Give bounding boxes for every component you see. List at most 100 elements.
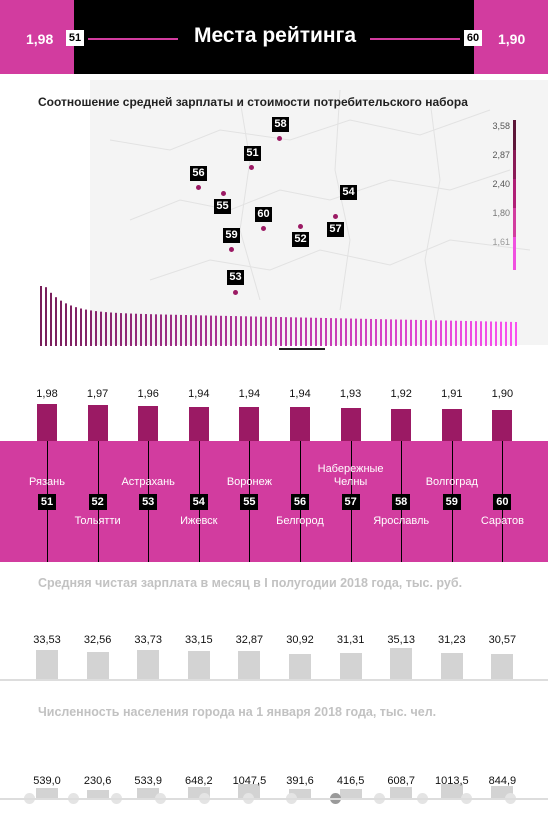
distribution-bar [320, 317, 322, 346]
distribution-bar [415, 319, 417, 346]
population-value: 608,7 [387, 775, 415, 787]
salary-bar [339, 653, 362, 679]
distribution-bar [75, 307, 77, 346]
distribution-bar [265, 316, 267, 346]
distribution-chart [40, 286, 517, 346]
city-name: Тольятти [74, 515, 121, 527]
population-bar [36, 787, 58, 798]
distribution-bar [60, 300, 62, 346]
ratio-value: 1,98 [36, 388, 58, 400]
ratio-value: 1,96 [137, 388, 159, 400]
distribution-bar [495, 321, 497, 346]
distribution-bar [290, 317, 292, 346]
distribution-bar [490, 321, 492, 346]
header-left-block [0, 0, 74, 74]
distribution-bar [240, 316, 242, 346]
distribution-bar [205, 315, 207, 346]
distribution-bar [440, 320, 442, 346]
map-dot-55 [221, 191, 226, 196]
city-rank-badge: 56 [291, 494, 309, 510]
map-background [90, 80, 548, 345]
ratio-bar [492, 410, 513, 441]
ratio-bar [340, 407, 361, 441]
distribution-bar [50, 292, 52, 346]
distribution-bar [230, 315, 232, 346]
map-label-59: 59 [223, 228, 240, 243]
salary-bar [440, 653, 463, 679]
header-bar [0, 0, 548, 74]
ratio-bar [37, 404, 57, 441]
map-dot-51 [249, 165, 254, 170]
salary-baseline [0, 679, 548, 681]
distribution-bar [130, 313, 132, 346]
ratio-value: 1,94 [238, 388, 261, 400]
distribution-bar [80, 308, 82, 346]
population-bar [390, 787, 413, 798]
salary-bar [491, 654, 514, 679]
city-rank-badge: 59 [442, 494, 461, 510]
distribution-bar [225, 315, 227, 346]
distribution-bar [250, 316, 252, 346]
population-value: 1013,5 [434, 775, 469, 787]
salary-value: 30,92 [286, 634, 314, 646]
distribution-bar [300, 317, 302, 346]
header-right-rank: 60 [464, 30, 482, 46]
distribution-bar [340, 318, 342, 346]
salary-value: 33,73 [134, 634, 162, 646]
distribution-bar [115, 312, 117, 346]
population-value: 230,6 [83, 775, 112, 787]
ratio-bar [290, 407, 310, 441]
map-outline [109, 89, 531, 321]
salary-value: 32,87 [235, 634, 264, 646]
population-value: 391,6 [286, 775, 314, 787]
ratio-bar [188, 407, 209, 441]
legend-swatch-5 [513, 237, 516, 270]
distribution-bar [170, 314, 172, 346]
distribution-bar [255, 316, 257, 346]
distribution-bar [500, 321, 502, 346]
distribution-bar [100, 311, 102, 346]
city-rank-badge: 55 [240, 494, 259, 510]
population-bar [289, 789, 311, 798]
distribution-bar [355, 318, 357, 346]
distribution-bar [235, 316, 237, 346]
city-rank-badge: 60 [493, 494, 512, 510]
distribution-bar [375, 319, 377, 346]
map-label-56: 56 [190, 166, 207, 181]
distribution-bar [510, 321, 512, 346]
distribution-bar [435, 320, 437, 346]
map-title: Соотношение средней зарплаты и стоимости… [38, 95, 468, 109]
ratio-value: 1,94 [188, 388, 210, 400]
distribution-bar [315, 317, 317, 346]
distribution-bar [40, 286, 42, 346]
salary-value: 35,13 [387, 634, 415, 646]
distribution-bar [150, 314, 152, 346]
city-name-line1: Набережные [317, 463, 384, 475]
legend-value-4: 1,80 [492, 208, 510, 218]
distribution-bar [95, 311, 97, 346]
distribution-bar [345, 318, 347, 346]
distribution-bar [370, 318, 372, 346]
city-name-line2: Челны [333, 476, 368, 488]
distribution-bar [155, 314, 157, 346]
city-name: Воронеж [226, 476, 272, 488]
population-bar [187, 787, 210, 798]
distribution-bar [55, 297, 57, 346]
population-value: 539,0 [33, 775, 61, 787]
distribution-bar [360, 318, 362, 346]
header-right-line [370, 38, 460, 40]
distribution-bar [430, 320, 432, 346]
distribution-bar [185, 315, 187, 346]
distribution-bar [460, 320, 462, 346]
distribution-bar [485, 321, 487, 346]
distribution-bar [90, 310, 92, 346]
distribution-bar [465, 320, 467, 346]
map-label-54: 54 [340, 185, 357, 200]
city-rank-badge: 54 [189, 494, 208, 510]
city-band [0, 441, 548, 562]
population-value: 416,5 [336, 775, 365, 787]
distribution-bar [365, 318, 367, 346]
distribution-bar [505, 321, 507, 346]
city-name: Ярославль [373, 515, 430, 527]
population-value: 1047,5 [232, 775, 267, 787]
